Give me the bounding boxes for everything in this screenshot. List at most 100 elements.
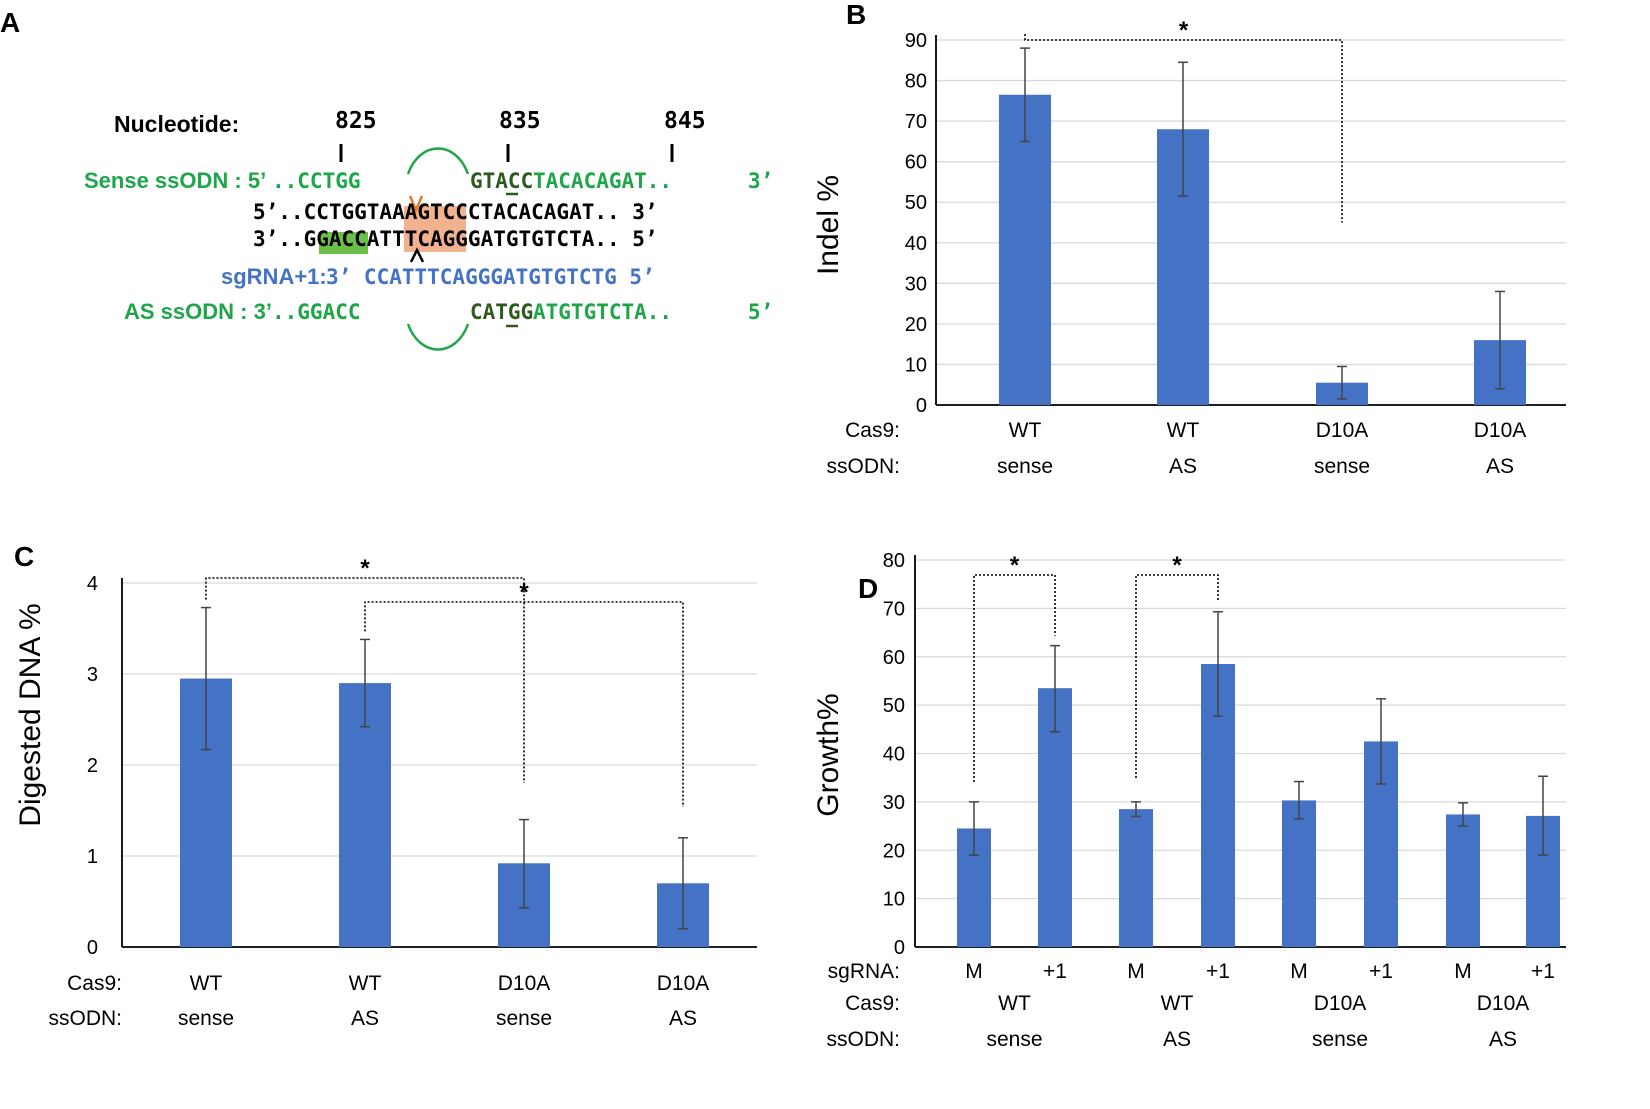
sgrna-label: M (1290, 960, 1308, 983)
ssodn-label: sense (1314, 455, 1370, 478)
sgrna-label: M (1127, 960, 1145, 983)
bar (999, 94, 1051, 405)
as-ssodn-label: AS ssODN : 3’ (124, 299, 272, 324)
sgrna-label: +1 (1206, 960, 1230, 983)
cas9-label: D10A (1477, 992, 1530, 1015)
cut-marker-bottom-icon (409, 247, 425, 263)
cas9-label: D10A (498, 972, 551, 995)
y-tick-label: 60 (883, 647, 905, 669)
y-tick-label: 30 (883, 792, 905, 814)
y-tick-label: 3 (87, 664, 98, 686)
y-tick-label: 0 (87, 937, 98, 959)
sgrna-label: M (1454, 960, 1472, 983)
row-label: sgRNA: (828, 960, 900, 983)
panel-letter-c: C (14, 541, 34, 572)
row-label: ssODN: (827, 455, 901, 478)
ssodn-label: sense (997, 455, 1053, 478)
cut-site-highlight (404, 206, 466, 252)
cas9-label: D10A (1474, 419, 1527, 442)
row-label: ssODN: (49, 1007, 123, 1030)
row-label: Cas9: (67, 972, 122, 995)
sense-ssodn-mutated: GTACC (470, 169, 533, 193)
panel-letter-d: D (858, 573, 878, 604)
y-tick-label: 30 (905, 273, 927, 295)
significance-star: * (519, 579, 529, 606)
as-deletion-arc (406, 323, 470, 351)
position-835: 835 (499, 108, 541, 134)
chart-b: 0 10 20 30 40 50 60 70 80 90 Indel % Cas9: ssODN: WT s… (812, 17, 1566, 478)
significance-bracket (1024, 34, 1343, 223)
y-tick-label: 70 (905, 111, 927, 133)
significance-star: * (1010, 552, 1020, 579)
pam-highlight (319, 232, 368, 254)
sgrna-label: +1 (1043, 960, 1067, 983)
sgrna-label: sgRNA+1: (221, 264, 327, 289)
sgrna-label: M (965, 960, 983, 983)
as-ssodn-mutated: CATGG (470, 300, 533, 324)
y-tick-label: 80 (905, 71, 927, 93)
y-tick-label: 60 (905, 152, 927, 174)
sgrna-label: +1 (1369, 960, 1393, 983)
ssodn-label: AS (669, 1007, 697, 1030)
ssodn-label: AS (351, 1007, 379, 1030)
significance-star: * (1179, 17, 1189, 44)
as-ssodn-left: ..GGACC (272, 300, 361, 324)
y-axis-label: Digested DNA % (14, 603, 47, 826)
cas9-label: WT (190, 972, 223, 995)
ssodn-label: AS (1169, 455, 1197, 478)
ssodn-label: AS (1486, 455, 1514, 478)
as-ssodn-end: 5’ (748, 300, 773, 324)
sense-ssodn-left: ..CCTGG (272, 169, 361, 193)
y-tick-label: 50 (905, 192, 927, 214)
chart-d: 0 10 20 30 40 50 60 70 80 Growth% sgRNA: Cas9: ssODN… (812, 550, 1566, 1051)
row-label: ssODN: (827, 1028, 901, 1051)
y-tick-label: 4 (87, 573, 98, 595)
as-ssodn-right: ATGTGTCTA.. (533, 300, 672, 324)
panel-letter-a: A (0, 7, 20, 38)
significance-bracket (1135, 574, 1219, 778)
y-tick-label: 70 (883, 598, 905, 620)
top-strand: 5’..CCTGGTAAAGTCCCTACACAGAT.. 3’ (253, 200, 658, 224)
y-tick-label: 40 (905, 233, 927, 255)
sgrna-label: +1 (1531, 960, 1555, 983)
panel-letter-b: B (846, 0, 866, 30)
sense-ssodn-label: Sense ssODN : 5’ (84, 168, 266, 193)
chart-c: 0 1 2 3 4 Digested DNA % Cas9: ssODN: WT sense WT A… (14, 555, 757, 1030)
bar (1446, 814, 1480, 947)
sense-ssodn-end: 3’ (748, 169, 773, 193)
row-label: Cas9: (845, 419, 900, 442)
cas9-label: WT (1167, 419, 1200, 442)
cas9-label: WT (1009, 419, 1042, 442)
cas9-label: WT (1161, 992, 1194, 1015)
position-845: 845 (664, 108, 706, 134)
y-tick-label: 2 (87, 755, 98, 777)
ssodn-label: AS (1163, 1028, 1191, 1051)
y-tick-label: 90 (905, 30, 927, 52)
y-axis-label: Growth% (812, 693, 845, 816)
y-tick-label: 1 (87, 846, 98, 868)
cas9-label: D10A (657, 972, 710, 995)
y-axis-label: Indel % (812, 175, 845, 275)
significance-bracket (364, 601, 684, 807)
y-tick-label: 50 (883, 695, 905, 717)
cas9-label: D10A (1314, 992, 1367, 1015)
significance-bracket (205, 577, 525, 783)
significance-star: * (360, 555, 370, 582)
y-tick-label: 0 (894, 937, 905, 959)
ssodn-label: sense (986, 1028, 1042, 1051)
ssodn-label: AS (1489, 1028, 1517, 1051)
y-tick-label: 20 (905, 314, 927, 336)
cas9-label: D10A (1316, 419, 1369, 442)
y-tick-label: 20 (883, 840, 905, 862)
bar (1119, 809, 1153, 947)
significance-star: * (1172, 552, 1182, 579)
ssodn-label: sense (496, 1007, 552, 1030)
ssodn-label: sense (178, 1007, 234, 1030)
cas9-label: WT (349, 972, 382, 995)
cut-marker-top-icon (408, 195, 424, 214)
sgrna-sequence: 3’ CCATTTCAGGGATGTGTCTG 5’ (326, 265, 655, 289)
nucleotide-label: Nucleotide: (114, 111, 239, 137)
bar (1282, 800, 1316, 947)
position-825: 825 (335, 108, 377, 134)
